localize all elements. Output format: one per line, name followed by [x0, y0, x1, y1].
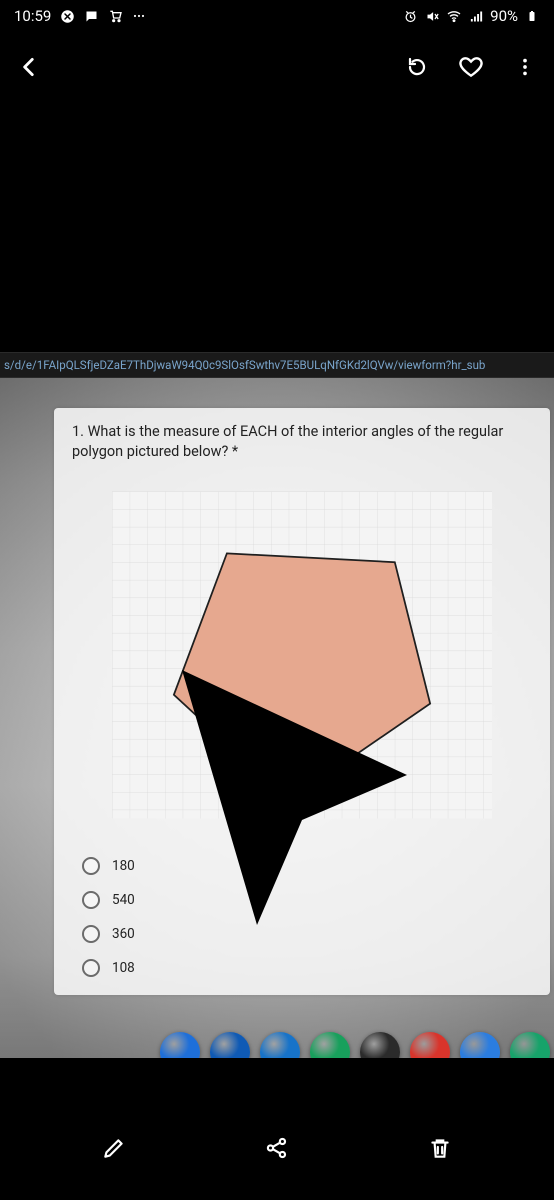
alarm-icon: [402, 8, 418, 24]
black-gap: [0, 102, 554, 352]
more-vert-icon[interactable]: [512, 54, 538, 80]
trash-icon[interactable]: [426, 1134, 454, 1162]
status-left: 10:59: [14, 7, 147, 25]
app-thumb[interactable]: [510, 1032, 550, 1058]
wifi-icon: [446, 8, 462, 24]
app-thumb[interactable]: [460, 1032, 500, 1058]
app-thumb[interactable]: [360, 1032, 400, 1058]
photo-area: 1. What is the measure of EACH of the in…: [0, 378, 554, 1058]
cart-icon: [107, 8, 123, 24]
radio-icon[interactable]: [82, 959, 100, 977]
status-bar: 10:59 90%: [0, 0, 554, 32]
status-time: 10:59: [14, 7, 51, 25]
share-icon[interactable]: [263, 1134, 291, 1162]
chat-icon: [83, 8, 99, 24]
app-thumb[interactable]: [310, 1032, 350, 1058]
radio-icon[interactable]: [82, 891, 100, 909]
battery-icon: [524, 8, 540, 24]
heart-icon[interactable]: [458, 54, 484, 80]
app-thumbnails: [160, 1032, 552, 1058]
app-thumb[interactable]: [410, 1032, 450, 1058]
app-bar-left: [16, 54, 42, 80]
mute-icon: [424, 8, 440, 24]
app-thumb[interactable]: [160, 1032, 200, 1058]
status-battery-pct: 90%: [490, 7, 518, 25]
app-bar: [0, 32, 554, 102]
question-text: 1. What is the measure of EACH of the in…: [72, 422, 532, 461]
figure: [72, 475, 532, 845]
more-icon: [131, 8, 147, 24]
bottom-actions: [0, 1134, 554, 1162]
app-thumb[interactable]: [210, 1032, 250, 1058]
form-card: 1. What is the measure of EACH of the in…: [54, 408, 550, 995]
status-right: 90%: [402, 7, 540, 25]
radio-icon[interactable]: [82, 857, 100, 875]
app-bar-right: [404, 54, 538, 80]
back-icon[interactable]: [16, 54, 42, 80]
app-thumb[interactable]: [260, 1032, 300, 1058]
radio-icon[interactable]: [82, 925, 100, 943]
signal-icon: [468, 8, 484, 24]
url-strip: s/d/e/1FAIpQLSfjeDZaE7ThDjwaW94Q0c9SlOsf…: [0, 352, 554, 378]
close-circle-icon: [59, 8, 75, 24]
rotate-icon[interactable]: [404, 54, 430, 80]
cursor-icon: [112, 640, 492, 1004]
url-text: s/d/e/1FAIpQLSfjeDZaE7ThDjwaW94Q0c9SlOsf…: [4, 358, 485, 372]
bottom-area: [0, 1060, 554, 1200]
edit-icon[interactable]: [100, 1134, 128, 1162]
